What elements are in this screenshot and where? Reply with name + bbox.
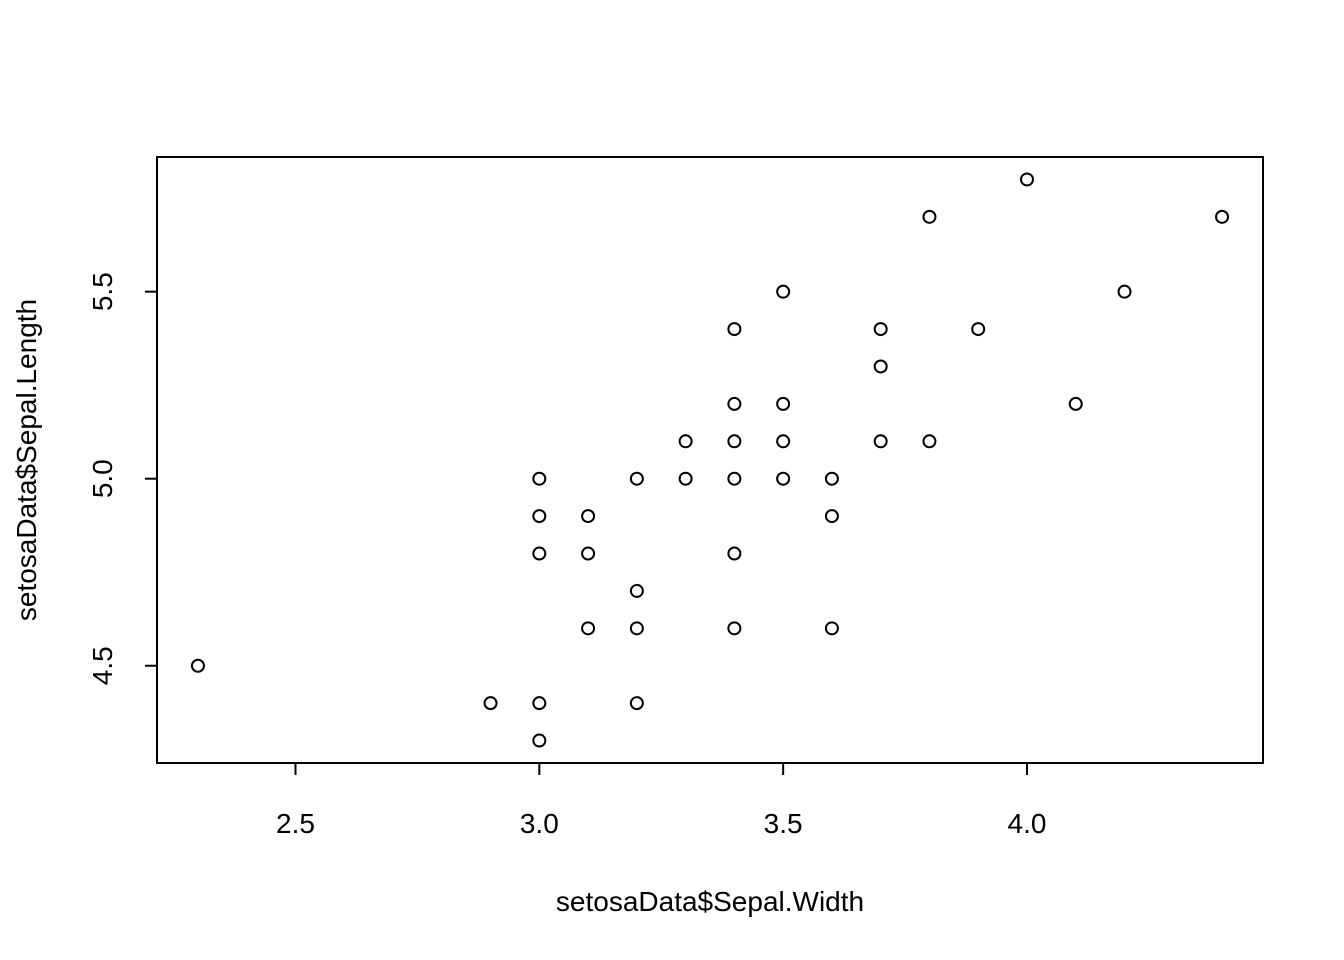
point [727,396,742,411]
point [629,621,644,636]
y-tick-label: 4.5 [87,646,118,685]
point [678,434,693,449]
point [532,696,547,711]
point [1068,396,1083,411]
point [1019,172,1034,187]
point [532,546,547,561]
x-tick-label: 3.5 [764,808,803,839]
point [532,471,547,486]
point [532,509,547,524]
x-tick-label: 3.0 [520,808,559,839]
point [776,284,791,299]
point [727,621,742,636]
point [483,696,498,711]
y-tick-label: 5.5 [87,272,118,311]
y-axis-label: setosaData$Sepal.Length [11,299,42,621]
point [581,509,596,524]
point [824,621,839,636]
point [873,359,888,374]
point [678,471,693,486]
point [581,621,596,636]
point [873,434,888,449]
point [776,434,791,449]
point [1215,209,1230,224]
point [727,434,742,449]
point [727,322,742,337]
point [1117,284,1132,299]
point [190,658,205,673]
point [971,322,986,337]
point [776,471,791,486]
y-tick-label: 5.0 [87,459,118,498]
point [727,546,742,561]
point [824,471,839,486]
plot-frame [156,156,1264,764]
point [727,471,742,486]
point [776,396,791,411]
x-tick-label: 4.0 [1008,808,1047,839]
point [629,696,644,711]
x-tick-label: 2.5 [276,808,315,839]
x-axis-label: setosaData$Sepal.Width [556,886,864,917]
point [629,471,644,486]
point [629,583,644,598]
point [581,546,596,561]
point [824,509,839,524]
point [873,322,888,337]
point [922,209,937,224]
point [922,434,937,449]
point [532,733,547,748]
